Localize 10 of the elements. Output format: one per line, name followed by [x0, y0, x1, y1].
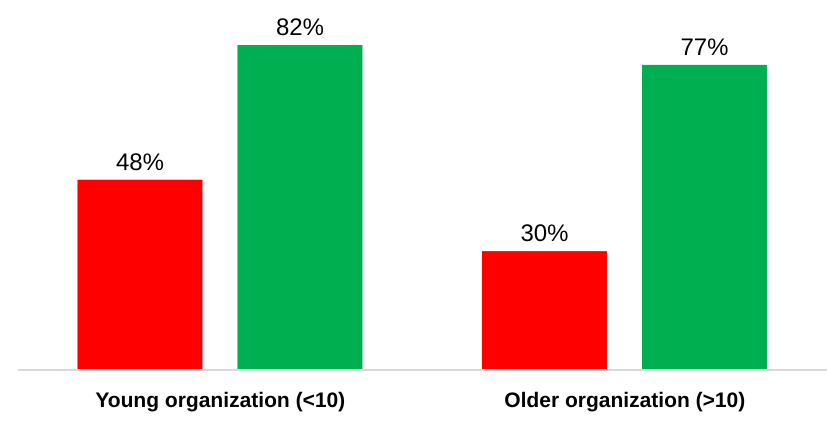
bar [482, 251, 607, 370]
bar [642, 64, 767, 370]
x-tick-label: Young organization (<10) [95, 388, 346, 412]
bar [77, 180, 202, 370]
data-label: 82% [276, 14, 324, 41]
data-label: 30% [520, 220, 568, 248]
x-tick-label: Older organization (>10) [504, 388, 746, 412]
data-label: 48% [116, 148, 164, 176]
bar [237, 45, 362, 370]
data-label: 77% [680, 34, 728, 61]
